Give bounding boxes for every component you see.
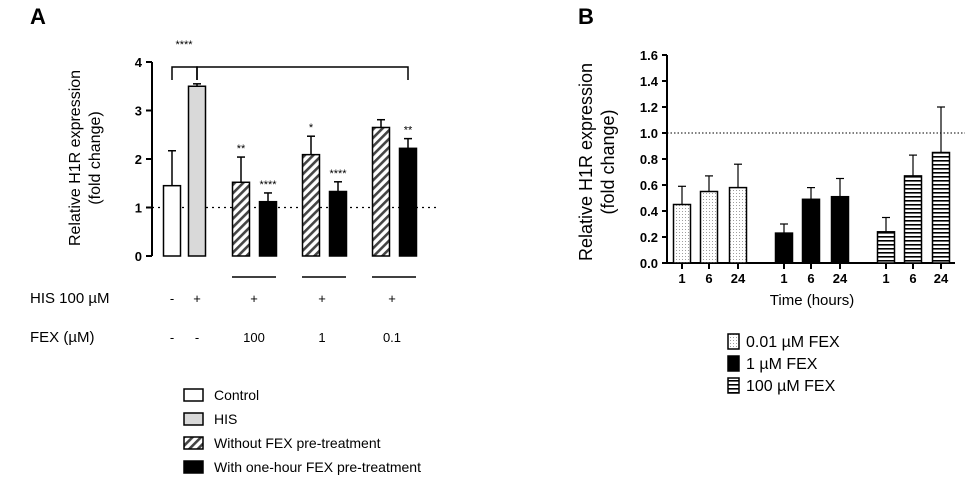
bracket-his-vs-treatments: [196, 66, 409, 80]
bar-b-s1-6: [699, 190, 719, 264]
panel-b-ylabel-line1: Relative H1R expression: [576, 63, 596, 261]
panel-b-xtick-label: 6: [705, 271, 712, 286]
bar-b-s3-1: [876, 231, 896, 264]
bar-a-8: [398, 147, 418, 257]
panel-b-xtick-label: 1: [780, 271, 787, 286]
panel-b-xtick-label: 1: [678, 271, 685, 286]
legend-swatch-fex-1: [727, 355, 740, 372]
bar-b-s2-24: [830, 195, 850, 264]
panel-b-bars: [672, 106, 951, 264]
panel-b-xtick-label: 24: [833, 271, 848, 286]
legend-label-fex-1: 1 µM FEX: [746, 356, 818, 373]
panel-b-xtick-label: 6: [807, 271, 814, 286]
bar-a-3: [231, 181, 251, 257]
panel-a-bars: [162, 83, 418, 257]
legend-swatch-fex-001: [727, 333, 740, 350]
significance-a-3: **: [237, 143, 246, 155]
panel-b-ytick-label: 1.6: [640, 48, 658, 63]
panel-a-ylabel-line2: (fold change): [87, 111, 104, 204]
legend-swatch-control: [183, 388, 204, 402]
significance-a-8: **: [404, 125, 413, 137]
panel-a-condition-values: - + + + + - - 100 1 0.1: [170, 291, 401, 345]
panel-a-ytick-label: 1: [135, 201, 142, 216]
fex-value-2: -: [195, 330, 199, 345]
panel-b-chart: Relative H1R expression (fold change) 0.…: [576, 48, 965, 309]
panel-a-annotations: *****************: [171, 39, 416, 278]
bar-a-2: [187, 85, 207, 257]
panel-b-xtick-label: 24: [731, 271, 746, 286]
panel-b-xtick-label: 6: [909, 271, 916, 286]
legend-swatch-his: [183, 412, 204, 426]
panel-a-ytick-label: 2: [135, 152, 142, 167]
bar-a-1: [162, 184, 182, 257]
panel-b-ytick-label: 0.8: [640, 152, 658, 167]
panel-b-axes: 0.0 0.2 0.4 0.6 0.8 1.0 1.2 1.4 1.6 1 6 24 1 6 24 1 6 24: [640, 48, 965, 286]
panel-b-xtick-label: 24: [934, 271, 949, 286]
panel-a-chart: Relative H1R expression (fold change) 0 1…: [30, 39, 440, 346]
legend-label-his: HIS: [214, 411, 237, 427]
panel-a-legend: Control HIS Without FEX pre-treatment Wi…: [183, 387, 421, 475]
significance-a-4: ****: [259, 179, 277, 191]
panel-b-xlabel: Time (hours): [770, 292, 854, 309]
panel-b-ytick-label: 1.0: [640, 126, 658, 141]
panel-b-ytick-label: 0.2: [640, 230, 658, 245]
fex-value-1: -: [170, 330, 174, 345]
fex-value-4: 1: [318, 330, 325, 345]
bar-a-6: [328, 190, 348, 257]
bar-b-s1-24: [728, 186, 748, 264]
panel-b-letter: B: [578, 4, 594, 29]
legend-label-without-fex: Without FEX pre-treatment: [214, 435, 381, 451]
significance-a-5: *: [309, 122, 314, 134]
bracket-control-vs-his: [171, 66, 198, 80]
his-condition-label: HIS 100 µM: [30, 290, 110, 307]
significance-a-6: ****: [329, 168, 347, 180]
legend-label-control: Control: [214, 387, 259, 403]
panel-a-ylabel-line1: Relative H1R expression: [67, 70, 84, 246]
panel-a-ytick-label: 3: [135, 104, 142, 119]
panel-a-letter: A: [30, 4, 46, 29]
legend-swatch-with-fex: [183, 460, 204, 474]
fex-value-5: 0.1: [383, 330, 401, 345]
panel-b-xtick-label: 1: [882, 271, 889, 286]
bar-b-s2-1: [774, 232, 794, 264]
panel-b-ytick-label: 0.4: [640, 204, 659, 219]
legend-swatch-without-fex: [183, 436, 204, 450]
panel-b-ytick-label: 0.0: [640, 256, 658, 271]
bracket-significance: ****: [175, 39, 193, 51]
bar-a-4: [258, 200, 278, 257]
his-value-3: +: [250, 291, 258, 306]
panel-a-ytick-label: 0: [135, 249, 142, 264]
panel-b-ytick-label: 1.4: [640, 74, 659, 89]
bar-a-5: [301, 153, 321, 257]
his-value-5: +: [388, 291, 396, 306]
his-value-2: +: [193, 291, 201, 306]
fex-condition-label: FEX (µM): [30, 329, 94, 346]
legend-label-with-fex: With one-hour FEX pre-treatment: [214, 459, 421, 475]
panel-b-ytick-label: 1.2: [640, 100, 658, 115]
bar-a-7: [371, 126, 391, 257]
legend-label-fex-001: 0.01 µM FEX: [746, 334, 840, 351]
his-value-1: -: [170, 291, 174, 306]
legend-label-fex-100: 100 µM FEX: [746, 378, 836, 395]
bar-b-s1-1: [672, 203, 692, 264]
fex-value-3: 100: [243, 330, 265, 345]
panel-b-ylabel-line2: (fold change): [598, 109, 618, 214]
panel-b-legend: 0.01 µM FEX 1 µM FEX 100 µM FEX: [727, 333, 840, 395]
legend-swatch-fex-100: [727, 377, 740, 394]
his-value-4: +: [318, 291, 326, 306]
panel-b-ytick-label: 0.6: [640, 178, 658, 193]
panel-a-ytick-label: 4: [135, 55, 143, 70]
bar-b-s2-6: [801, 198, 821, 264]
bar-b-s3-6: [903, 175, 923, 264]
bar-b-s3-24: [931, 151, 951, 264]
